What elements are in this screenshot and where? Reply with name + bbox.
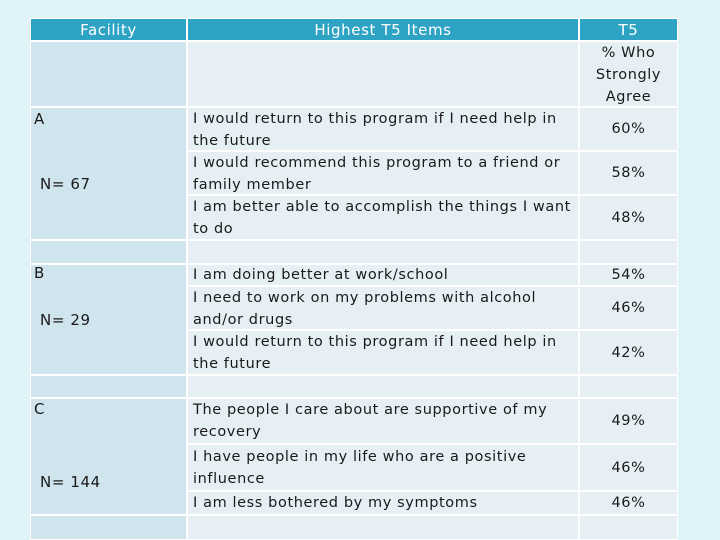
facility-a-n: N= 67 [40,175,91,193]
facility-a-cell: A N= 67 [30,107,187,240]
separator-row [187,375,579,398]
separator-row [30,240,187,264]
facility-c-pct-1: 49% [579,398,678,444]
facility-a-item-2: I would recommend this program to a frie… [187,151,579,195]
facility-b-pct-1: 54% [579,264,678,286]
facility-b-n: N= 29 [40,311,91,329]
pct-text: 48% [611,209,646,226]
facility-c-cell: C N= 144 [30,398,187,515]
item-text: I would recommend this program to a frie… [193,155,561,193]
facility-b-item-1: I am doing better at work/school [187,264,579,286]
item-text: I have people in my life who are a posit… [193,449,527,487]
item-text: I am doing better at work/school [193,267,449,283]
facility-a-item-3: I am better able to accomplish the thing… [187,195,579,240]
facility-a-pct-3: 48% [579,195,678,240]
separator-row [579,375,678,398]
items-subheader [187,41,579,107]
facility-b-item-3: I would return to this program if I need… [187,330,579,375]
separator-row [579,240,678,264]
facility-a-pct-1: 60% [579,107,678,151]
items-header-label: Highest T5 Items [314,21,452,39]
t5-header-label: T5 [618,21,639,39]
facility-c-item-3: I am less bothered by my symptoms [187,491,579,515]
facility-b-item-2: I need to work on my problems with alcoh… [187,286,579,330]
pct-text: 46% [611,459,646,476]
pct-text: 58% [611,165,646,181]
item-text: The people I care about are supportive o… [193,402,548,440]
facility-a-name: A [34,110,45,128]
t5-subheader-label: % Who Strongly Agree [595,45,662,105]
separator-row [187,240,579,264]
facility-a-item-1: I would return to this program if I need… [187,107,579,151]
pct-text: 42% [611,344,646,361]
t5-header: T5 [579,18,678,41]
item-text: I am better able to accomplish the thing… [193,199,571,237]
item-text: I am less bothered by my symptoms [193,495,478,511]
facility-b-name: B [34,264,45,282]
facility-b-pct-3: 42% [579,330,678,375]
facility-header-label: Facility [80,21,137,39]
items-header: Highest T5 Items [187,18,579,41]
facility-b-pct-2: 46% [579,286,678,330]
item-text: I would return to this program if I need… [193,111,557,149]
item-text: I would return to this program if I need… [193,334,557,372]
pct-text: 46% [611,300,646,316]
pct-text: 49% [611,413,646,429]
pct-text: 46% [611,495,646,511]
facility-c-pct-3: 46% [579,491,678,515]
separator-row [187,515,579,540]
facility-c-pct-2: 46% [579,444,678,491]
facility-c-item-2: I have people in my life who are a posit… [187,444,579,491]
separator-row [30,375,187,398]
pct-text: 60% [611,121,646,137]
separator-row [579,515,678,540]
facility-header: Facility [30,18,187,41]
separator-row [30,515,187,540]
facility-subheader [30,41,187,107]
pct-text: 54% [611,267,646,283]
facility-b-cell: B N= 29 [30,264,187,375]
item-text: I need to work on my problems with alcoh… [193,290,537,328]
t5-subheader: % Who Strongly Agree [579,41,678,107]
facility-c-name: C [34,400,46,418]
facility-c-n: N= 144 [40,473,101,491]
facility-a-pct-2: 58% [579,151,678,195]
facility-c-item-1: The people I care about are supportive o… [187,398,579,444]
